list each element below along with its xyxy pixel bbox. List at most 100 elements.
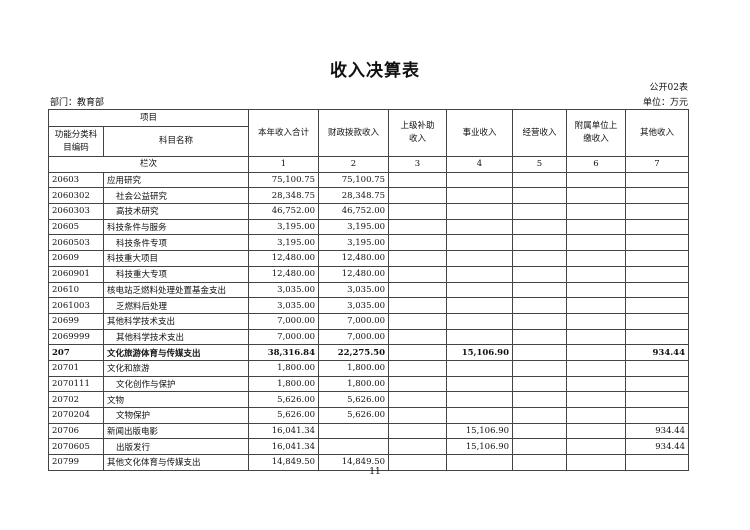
row-value xyxy=(625,297,690,314)
page-number: 11 xyxy=(369,467,381,477)
col-num: 7 xyxy=(625,156,690,173)
row-name: 高技术研究 xyxy=(102,203,250,220)
row-value xyxy=(625,312,690,330)
row-value xyxy=(512,250,568,267)
row-value xyxy=(512,407,568,424)
row-value xyxy=(388,171,448,189)
row-value xyxy=(446,281,514,299)
row-value xyxy=(566,312,627,330)
row-value xyxy=(566,297,627,314)
row-value xyxy=(625,328,690,346)
row-value xyxy=(446,250,514,267)
table-row: 2069999 其他科学技术支出 7,000.00 7,000.00 xyxy=(48,328,690,346)
row-value xyxy=(566,422,627,440)
row-value xyxy=(512,297,568,314)
row-value xyxy=(446,407,514,424)
row-value xyxy=(625,281,690,299)
row-value xyxy=(566,265,627,283)
row-value xyxy=(446,171,514,189)
row-value xyxy=(388,297,448,314)
row-value: 3,195.00 xyxy=(318,218,390,236)
table-row: 2061003 乏燃料后处理 3,035.00 3,035.00 xyxy=(48,297,690,314)
row-value xyxy=(625,391,690,408)
row-name: 其他科学技术支出 xyxy=(102,328,250,346)
row-name: 文物保护 xyxy=(102,407,250,424)
row-value xyxy=(625,234,690,252)
row-name: 其他文化体育与传媒支出 xyxy=(102,454,250,471)
table-row: 20702 文物 5,626.00 5,626.00 xyxy=(48,391,690,408)
row-value: 16,041.34 xyxy=(248,438,320,456)
row-value xyxy=(566,375,627,393)
row-value xyxy=(625,265,690,283)
row-value xyxy=(512,218,568,236)
row-code: 20610 xyxy=(48,281,104,299)
row-value xyxy=(388,265,448,283)
header-col-7: 其他收入 xyxy=(625,109,690,157)
table-row: 20605 科技条件与服务 3,195.00 3,195.00 xyxy=(48,218,690,236)
row-value xyxy=(446,375,514,393)
row-value: 7,000.00 xyxy=(248,312,320,330)
table-row: 20701 文化和旅游 1,800.00 1,800.00 xyxy=(48,359,690,377)
row-name: 文化旅游体育与传媒支出 xyxy=(102,344,250,361)
row-value xyxy=(446,203,514,220)
row-value xyxy=(388,438,448,456)
row-code: 2060503 xyxy=(48,234,104,252)
header-name: 科目名称 xyxy=(102,126,250,157)
row-name: 应用研究 xyxy=(102,171,250,189)
row-value: 3,035.00 xyxy=(318,281,390,299)
row-name: 新闻出版电影 xyxy=(102,422,250,440)
row-value xyxy=(625,375,690,393)
row-value xyxy=(388,375,448,393)
header-col-1: 本年收入合计 xyxy=(248,109,320,157)
row-name: 核电站乏燃料处理处置基金支出 xyxy=(102,281,250,299)
row-value xyxy=(512,312,568,330)
row-code: 20706 xyxy=(48,422,104,440)
table-row: 2070605 出版发行 16,041.34 15,106.90 934.44 xyxy=(48,438,690,456)
row-value xyxy=(566,203,627,220)
row-value: 3,195.00 xyxy=(318,234,390,252)
row-value: 3,035.00 xyxy=(248,297,320,314)
row-value: 12,480.00 xyxy=(248,265,320,283)
row-code: 20799 xyxy=(48,454,104,471)
row-value: 75,100.75 xyxy=(248,171,320,189)
row-value xyxy=(512,391,568,408)
row-value xyxy=(388,344,448,361)
row-value: 5,626.00 xyxy=(248,407,320,424)
row-value xyxy=(566,438,627,456)
row-code: 20699 xyxy=(48,312,104,330)
row-value xyxy=(446,234,514,252)
row-value xyxy=(318,422,390,440)
row-value xyxy=(446,391,514,408)
unit-label: 单位：万元 xyxy=(642,98,688,108)
row-value xyxy=(512,344,568,361)
row-value xyxy=(318,438,390,456)
table-row: 20609 科技重大项目 12,480.00 12,480.00 xyxy=(48,250,690,267)
row-code: 20701 xyxy=(48,359,104,377)
row-value: 46,752.00 xyxy=(248,203,320,220)
row-name: 科技条件专项 xyxy=(102,234,250,252)
row-code: 2060303 xyxy=(48,203,104,220)
page-title: 收入决算表 xyxy=(330,61,420,81)
row-value xyxy=(625,203,690,220)
row-value xyxy=(566,344,627,361)
row-value xyxy=(388,391,448,408)
row-value xyxy=(512,281,568,299)
row-value xyxy=(625,359,690,377)
row-value xyxy=(388,328,448,346)
header-project: 项目 xyxy=(47,109,250,127)
row-value xyxy=(566,171,627,189)
row-value xyxy=(625,250,690,267)
row-value: 28,348.75 xyxy=(248,187,320,205)
row-value: 28,348.75 xyxy=(318,187,390,205)
row-value xyxy=(625,454,690,471)
row-code: 20603 xyxy=(48,171,104,189)
row-value xyxy=(512,265,568,283)
row-value: 5,626.00 xyxy=(318,391,390,408)
row-value xyxy=(566,218,627,236)
row-code: 2070111 xyxy=(48,375,104,393)
row-value xyxy=(625,407,690,424)
header-col-index: 栏次 xyxy=(47,156,250,173)
table-row: 2060901 科技重大专项 12,480.00 12,480.00 xyxy=(48,265,690,283)
row-value xyxy=(446,328,514,346)
row-value: 934.44 xyxy=(625,438,690,456)
